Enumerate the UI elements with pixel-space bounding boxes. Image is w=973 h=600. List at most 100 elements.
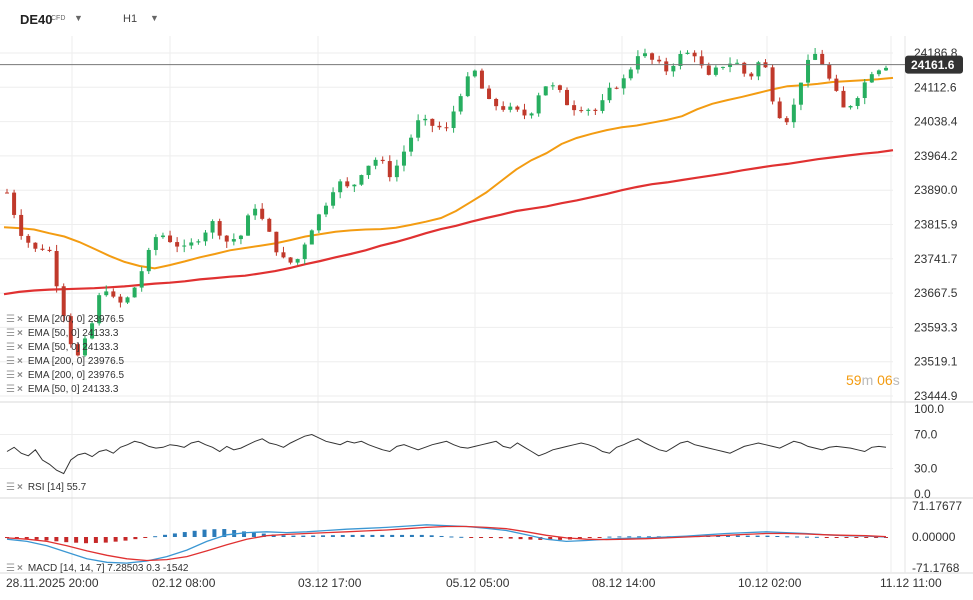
macd-panel: 71.17677 0.00000 -71.1768 bbox=[5, 499, 962, 575]
price-axis: 24186.824112.624038.423964.223890.023815… bbox=[914, 46, 958, 403]
remove-icon: × bbox=[16, 314, 23, 325]
candle bbox=[288, 257, 293, 265]
macd-bar bbox=[321, 535, 326, 537]
macd-bar bbox=[874, 537, 879, 538]
countdown-seconds: 06 bbox=[877, 372, 893, 388]
candle bbox=[246, 213, 251, 236]
rsi-tick-label: 100.0 bbox=[914, 402, 944, 416]
price-tick-label: 23741.7 bbox=[914, 252, 958, 266]
macd-bar bbox=[439, 535, 444, 537]
candle bbox=[458, 93, 463, 115]
macd-bar bbox=[518, 537, 523, 540]
indicator-label-row[interactable]: ☰ × EMA [50, 0] 24133.3 bbox=[6, 342, 119, 353]
symbol-type: CFD bbox=[51, 15, 66, 22]
candle bbox=[231, 233, 236, 246]
candle bbox=[621, 74, 626, 95]
macd-label[interactable]: ☰ × MACD [14, 14, 7] 7.28503 0.3 -1542 bbox=[6, 563, 189, 574]
candle bbox=[848, 105, 853, 110]
macd-bar bbox=[212, 529, 217, 537]
candle bbox=[834, 74, 839, 92]
macd-bar bbox=[528, 537, 533, 540]
candle bbox=[692, 50, 697, 63]
rsi-tick-label: 30.0 bbox=[914, 462, 938, 476]
macd-bar bbox=[785, 536, 790, 538]
drag-handle-icon: ☰ bbox=[6, 370, 15, 381]
candle bbox=[699, 50, 704, 69]
macd-bar bbox=[222, 529, 227, 537]
macd-bar bbox=[123, 537, 128, 541]
macd-bar bbox=[311, 535, 316, 537]
macd-bar bbox=[192, 530, 197, 537]
candle bbox=[47, 246, 52, 253]
candle bbox=[352, 184, 357, 193]
price-tick-label: 23667.5 bbox=[914, 286, 958, 300]
candle bbox=[125, 296, 130, 305]
grid-lines bbox=[0, 36, 973, 574]
macd-bar bbox=[854, 537, 859, 538]
timeframe-dropdown-icon[interactable]: ▼ bbox=[150, 13, 159, 23]
macd-bar bbox=[153, 536, 158, 538]
macd-bar bbox=[409, 534, 414, 537]
indicator-label-row[interactable]: ☰ × EMA [200, 0] 23976.5 bbox=[6, 356, 125, 367]
macd-bar bbox=[627, 536, 632, 538]
candle-countdown: 59m 06s bbox=[846, 372, 900, 388]
candle bbox=[869, 71, 874, 83]
candle bbox=[635, 50, 640, 74]
candle bbox=[75, 342, 80, 357]
macd-bar bbox=[824, 537, 829, 538]
macd-bar bbox=[54, 537, 59, 542]
macd-bar bbox=[44, 537, 49, 541]
macd-bar bbox=[804, 536, 809, 538]
macd-bar bbox=[479, 537, 484, 538]
ema200-line bbox=[3, 149, 894, 296]
macd-tick-label: 0.00000 bbox=[912, 530, 956, 544]
macd-bar bbox=[103, 537, 108, 543]
price-tick-label: 23519.1 bbox=[914, 355, 958, 369]
candle bbox=[820, 49, 825, 65]
candle bbox=[345, 177, 350, 189]
time-tick-label: 05.12 05:00 bbox=[446, 576, 510, 590]
symbol-dropdown-icon[interactable]: ▼ bbox=[74, 13, 83, 23]
macd-bar bbox=[597, 537, 602, 538]
macd-bar bbox=[745, 535, 750, 537]
macd-bar bbox=[498, 537, 503, 539]
top-toolbar: DE40 CFD ▼ H1 ▼ bbox=[0, 0, 973, 36]
macd-bar bbox=[143, 537, 148, 538]
macd-bar bbox=[172, 533, 177, 537]
candle bbox=[565, 87, 570, 106]
rsi-tick-label: 70.0 bbox=[914, 428, 938, 442]
macd-bar bbox=[429, 535, 434, 537]
macd-bar bbox=[459, 536, 464, 538]
indicator-label-row[interactable]: ☰ × EMA [50, 0] 24133.3 bbox=[6, 328, 119, 339]
time-tick-label: 11.12 11:00 bbox=[880, 576, 942, 590]
candle bbox=[168, 230, 173, 243]
candle bbox=[132, 286, 137, 298]
indicator-label-row[interactable]: ☰ × EMA [200, 0] 23976.5 bbox=[6, 314, 125, 325]
drag-handle-icon: ☰ bbox=[6, 356, 15, 367]
rsi-label[interactable]: ☰ × RSI [14] 55.7 bbox=[6, 482, 87, 493]
candle bbox=[54, 244, 59, 293]
current-price-badge: 24161.6 bbox=[905, 55, 963, 74]
macd-bar bbox=[93, 537, 98, 543]
current-price-label: 24161.6 bbox=[911, 58, 955, 72]
drag-handle-icon: ☰ bbox=[6, 342, 15, 353]
candle bbox=[373, 157, 378, 170]
timeframe-selector[interactable]: H1 bbox=[123, 13, 138, 25]
indicator-label-row[interactable]: ☰ × EMA [50, 0] 24133.3 bbox=[6, 384, 119, 395]
price-tick-label: 23815.9 bbox=[914, 217, 958, 231]
candle bbox=[451, 105, 456, 133]
indicator-label-row[interactable]: ☰ × EMA [200, 0] 23976.5 bbox=[6, 370, 125, 381]
symbol-name[interactable]: DE40 bbox=[20, 12, 53, 27]
macd-bar bbox=[390, 534, 395, 537]
macd-signal-line bbox=[6, 525, 887, 562]
candle bbox=[827, 62, 832, 81]
candle bbox=[735, 59, 740, 65]
candle bbox=[146, 247, 151, 275]
time-tick-label: 10.12 02:00 bbox=[738, 576, 802, 590]
macd-bar bbox=[163, 534, 168, 537]
macd-bar bbox=[291, 535, 296, 537]
candle bbox=[791, 98, 796, 128]
candle bbox=[876, 69, 881, 77]
candle bbox=[494, 97, 499, 111]
